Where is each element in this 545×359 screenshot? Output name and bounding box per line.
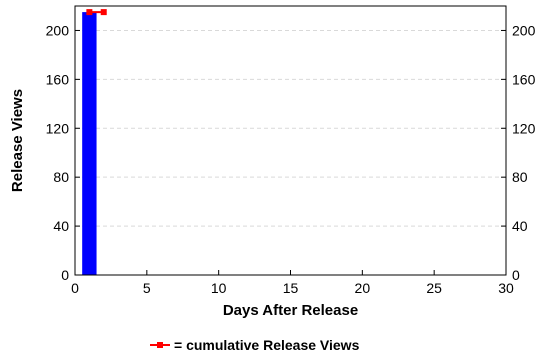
y-tick-label-left-160: 160 xyxy=(46,71,70,87)
y-axis-title: Release Views xyxy=(9,89,26,192)
y-tick-label-left-0: 0 xyxy=(61,267,69,283)
y-tick-label-left-80: 80 xyxy=(53,169,69,185)
x-tick-label-20: 20 xyxy=(355,280,371,296)
tick-layer xyxy=(74,29,507,276)
bar-day-1 xyxy=(82,12,97,275)
x-tick-label-5: 5 xyxy=(143,280,151,296)
x-tick-label-25: 25 xyxy=(426,280,442,296)
x-tick-label-30: 30 xyxy=(498,280,514,296)
y-tick-label-right-160: 160 xyxy=(512,71,536,87)
line-layer xyxy=(86,9,107,16)
x-tick-label-15: 15 xyxy=(283,280,299,296)
x-axis-title: Days After Release xyxy=(223,302,358,319)
y-tick-label-left-40: 40 xyxy=(53,218,69,234)
legend-label: = cumulative Release Views xyxy=(174,337,360,353)
bar-layer xyxy=(82,12,97,275)
x-tick-label-0: 0 xyxy=(71,280,79,296)
x-tick-label-10: 10 xyxy=(211,280,227,296)
y-tick-label-left-200: 200 xyxy=(46,22,70,38)
cumulative-marker-day-1 xyxy=(86,9,93,16)
y-tick-label-right-120: 120 xyxy=(512,120,536,136)
grid-layer xyxy=(75,29,506,227)
y-tick-label-right-80: 80 xyxy=(512,169,528,185)
cumulative-marker-day-2 xyxy=(100,9,107,16)
y-tick-label-left-120: 120 xyxy=(46,120,70,136)
plot-frame xyxy=(74,5,507,276)
y-tick-label-right-0: 0 xyxy=(512,267,520,283)
y-tick-label-right-40: 40 xyxy=(512,218,528,234)
legend: = cumulative Release Views xyxy=(150,337,360,353)
y-tick-label-right-200: 200 xyxy=(512,22,536,38)
legend-marker-swatch xyxy=(157,342,163,348)
